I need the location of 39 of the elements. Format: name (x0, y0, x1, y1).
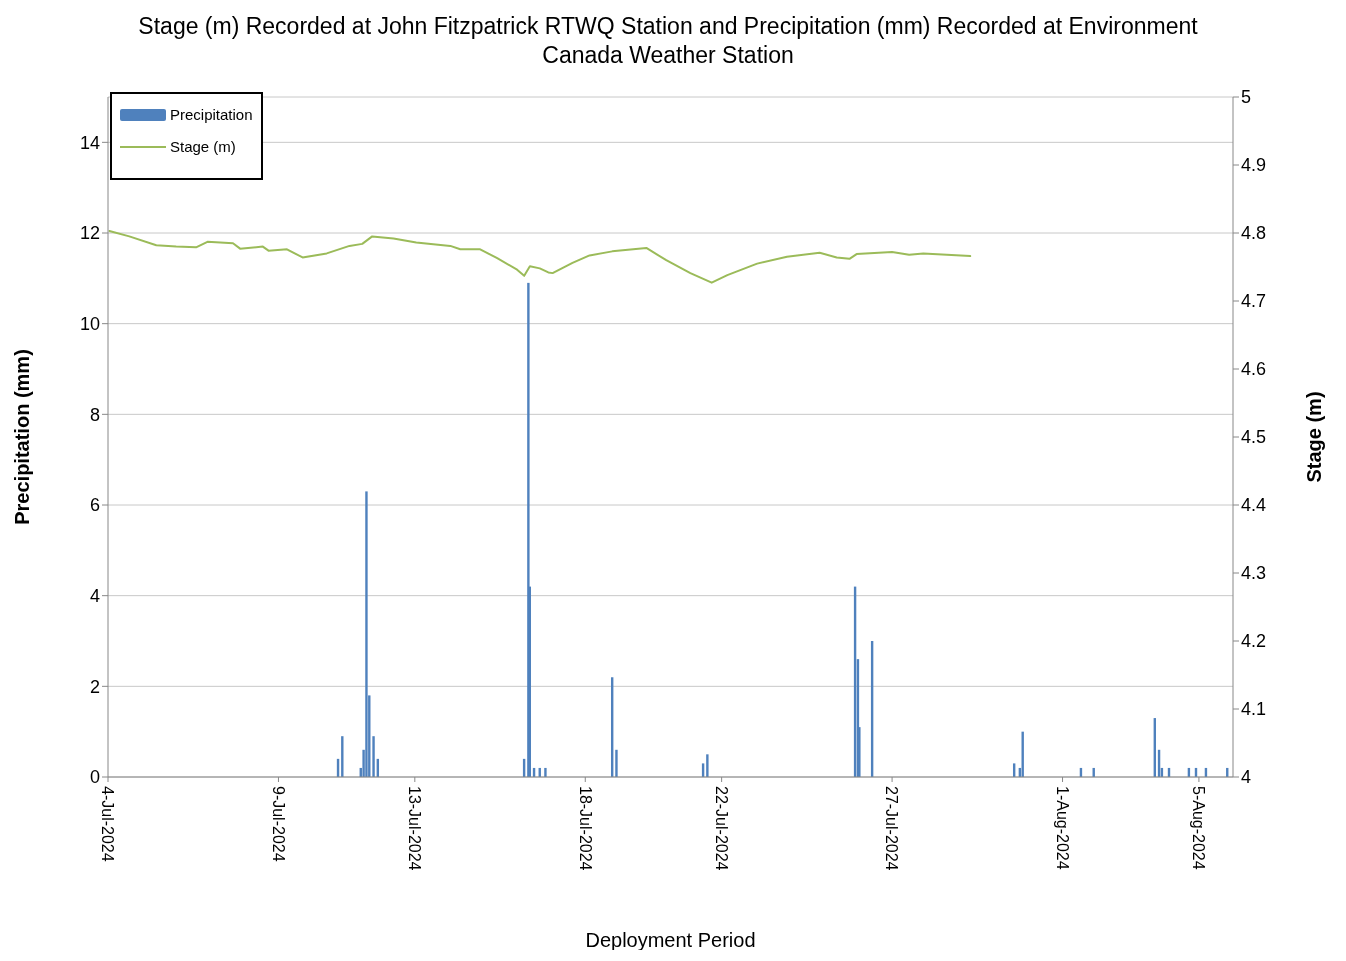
y2-tick-label: 4.3 (1241, 563, 1267, 584)
y-tick-label: 8 (89, 404, 100, 425)
y2-tick-label: 4.7 (1241, 291, 1267, 312)
bar (341, 736, 344, 777)
legend-label: Precipitation (170, 105, 253, 125)
x-tick-label: 13-Jul-2024 (406, 786, 424, 871)
y-tick-label: 6 (89, 495, 100, 516)
bar (365, 491, 368, 777)
y-tick-label: 4 (89, 586, 100, 607)
legend-label: Stage (m) (170, 137, 236, 157)
x-tick-label: 1-Aug-2024 (1053, 786, 1071, 870)
bar (544, 767, 547, 777)
y-tick-label: 10 (79, 314, 100, 335)
x-tick-label: 4-Jul-2024 (99, 786, 117, 862)
x-tick-label: 18-Jul-2024 (576, 786, 594, 871)
y2-tick-label: 4.8 (1241, 223, 1267, 244)
x-tick-label: 22-Jul-2024 (712, 786, 730, 871)
y2-axis-title: Stage (m) (1303, 391, 1326, 483)
bar (615, 749, 618, 777)
line-series (108, 229, 972, 284)
y2-tick-label: 4.2 (1241, 631, 1267, 652)
chart-title: Stage (m) Recorded at John Fitzpatrick RTWQ Station and Precipitation (mm) Recorded at Environment Canada Weather Station (137, 12, 1199, 70)
y-tick-label: 12 (79, 223, 100, 244)
y-tick-label: 2 (89, 676, 100, 697)
y-axis-title: Precipitation (mm) (11, 349, 34, 525)
x-tick-label: 27-Jul-2024 (883, 786, 901, 871)
y2-tick-label: 4.5 (1241, 427, 1267, 448)
y2-tick-label: 5 (1241, 87, 1252, 108)
bar (372, 736, 375, 777)
y2-tick-label: 4 (1241, 767, 1252, 788)
y-tick-label: 0 (89, 767, 100, 788)
x-tick-label: 5-Aug-2024 (1190, 786, 1208, 870)
y2-tick-label: 4.1 (1241, 699, 1267, 720)
bar (706, 754, 709, 777)
x-tick-label: 9-Jul-2024 (269, 786, 287, 862)
y2-tick-label: 4.6 (1241, 359, 1267, 380)
y-tick-label: 14 (79, 132, 100, 153)
y2-tick-label: 4.9 (1241, 155, 1267, 176)
y2-tick-label: 4.4 (1241, 495, 1267, 516)
